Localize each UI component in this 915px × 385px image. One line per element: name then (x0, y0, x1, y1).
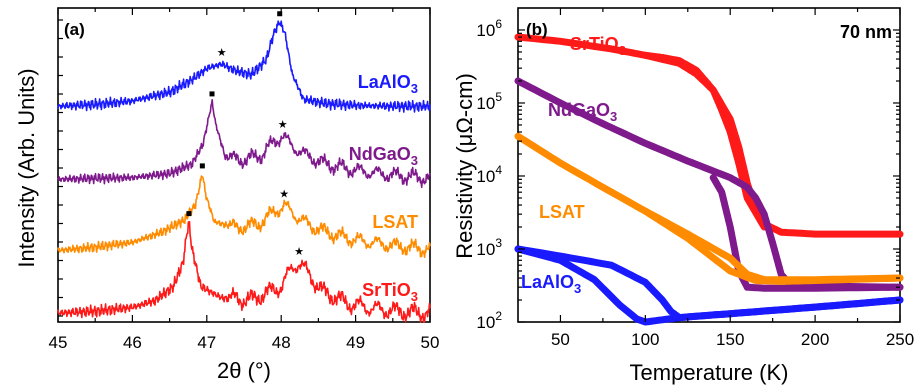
y-tick-label-b-1e4: 104 (476, 163, 502, 186)
panel-a-y-axis-label: Intensity (Arb. Units) (14, 68, 39, 267)
y-tick-base: 10 (476, 167, 495, 186)
panel-b-y-axis-label: Resistivity (μΩ-cm) (452, 73, 477, 259)
y-tick-label-b-1e5: 105 (476, 90, 502, 113)
series-label-main: NdGaO (548, 100, 610, 120)
y-tick-exponent: 3 (495, 236, 502, 250)
thickness-annotation: 70 nm (840, 22, 892, 42)
x-tick-label-b-50: 50 (551, 330, 570, 349)
panel-b-x-axis-label: Temperature (K) (630, 360, 789, 385)
series-label-b-ndgao3: NdGaO3 (548, 100, 617, 124)
y-tick-base: 10 (476, 240, 495, 259)
panel-a-y-ticks (58, 19, 63, 317)
series-label-main: LaAlO (358, 72, 411, 92)
x-tick-label-a-49: 49 (346, 333, 365, 352)
series-label-b-lsat: LSAT (539, 202, 585, 222)
y-tick-exponent: 4 (495, 163, 502, 177)
panel-a-x-ticks: 45 46 47 48 49 50 (49, 8, 440, 352)
y-tick-label-b-1e6: 106 (476, 17, 502, 40)
panel-a-curves (57, 20, 431, 323)
series-label-subscript: 3 (619, 43, 626, 58)
x-tick-label-a-46: 46 (123, 333, 142, 352)
rt-curve-warming-laalo3 (514, 245, 904, 322)
series-label-subscript: 3 (610, 109, 617, 124)
substrate-peak-marker-ndgao3 (209, 91, 215, 97)
x-tick-label-b-250: 250 (886, 330, 914, 349)
x-tick-label-b-200: 200 (801, 330, 829, 349)
y-tick-label-b-1e3: 103 (476, 236, 502, 259)
panel-b-letter: (b) (526, 20, 548, 39)
substrate-peak-marker-laalo3 (277, 11, 283, 17)
substrate-peak-marker-srtio3 (186, 211, 192, 217)
series-label-a-laalo3: LaAlO3 (358, 72, 418, 96)
panel-a-x-axis-label: 2θ (°) (217, 358, 271, 383)
film-peak-marker-lsat: ★ (279, 189, 289, 201)
rt-curve-cooling-srtio3 (514, 33, 904, 238)
panel-a-letter: (a) (64, 20, 85, 39)
series-label-b-srtio3: SrTiO3 (570, 34, 626, 58)
series-label-main: SrTiO (362, 280, 411, 300)
y-tick-base: 10 (476, 21, 495, 40)
panel-b-curves (514, 33, 904, 326)
series-label-a-ndgao3: NdGaO3 (349, 144, 418, 168)
panel-b-frame (517, 7, 901, 323)
series-label-main: NdGaO (349, 144, 411, 164)
x-tick-label-a-50: 50 (421, 333, 440, 352)
panel-a-markers: ★ ★ ★ ★ (186, 11, 304, 258)
y-tick-base: 10 (476, 313, 495, 332)
y-tick-exponent: 6 (495, 17, 502, 31)
film-peak-marker-ndgao3: ★ (278, 119, 288, 131)
rt-curve-warming-lsat (641, 207, 904, 285)
x-tick-label-a-47: 47 (197, 333, 216, 352)
series-label-subscript: 3 (411, 81, 418, 96)
y-tick-exponent: 2 (495, 309, 502, 323)
xrd-curve-ndgao3 (57, 99, 431, 189)
series-label-a-srtio3: SrTiO3 (362, 280, 418, 304)
panel-b-x-ticks: 50 100 150 200 250 (551, 8, 914, 349)
y-tick-exponent: 5 (495, 90, 502, 104)
y-tick-base: 10 (476, 94, 495, 113)
series-label-a-lsat: LSAT (372, 212, 418, 232)
series-label-subscript: 3 (411, 153, 418, 168)
series-label-b-laalo3: LaAlO3 (521, 272, 581, 296)
film-peak-marker-srtio3: ★ (294, 246, 304, 258)
xrd-curve-srtio3 (57, 220, 431, 323)
series-label-main: LSAT (372, 212, 418, 232)
series-label-subscript: 3 (411, 289, 418, 304)
x-tick-label-a-48: 48 (272, 333, 291, 352)
series-label-main: LaAlO (521, 272, 574, 292)
panel-a: ★ ★ ★ ★ 45 46 47 48 49 50 (a) 2θ (°) Intensity (… (14, 7, 440, 383)
x-tick-label-b-150: 150 (716, 330, 744, 349)
substrate-peak-marker-lsat (199, 163, 205, 169)
rt-curve-warming-srtio3 (641, 51, 768, 231)
film-peak-marker-laalo3: ★ (217, 47, 227, 59)
x-tick-label-b-100: 100 (631, 330, 659, 349)
xrd-curve-lsat (57, 175, 431, 259)
y-tick-label-b-1e2: 102 (476, 309, 502, 332)
x-tick-label-a-45: 45 (49, 333, 68, 352)
series-label-main: SrTiO (570, 34, 619, 54)
series-label-subscript: 3 (574, 281, 581, 296)
xrd-curve-laalo3 (57, 20, 431, 113)
series-label-main: LSAT (539, 202, 585, 222)
